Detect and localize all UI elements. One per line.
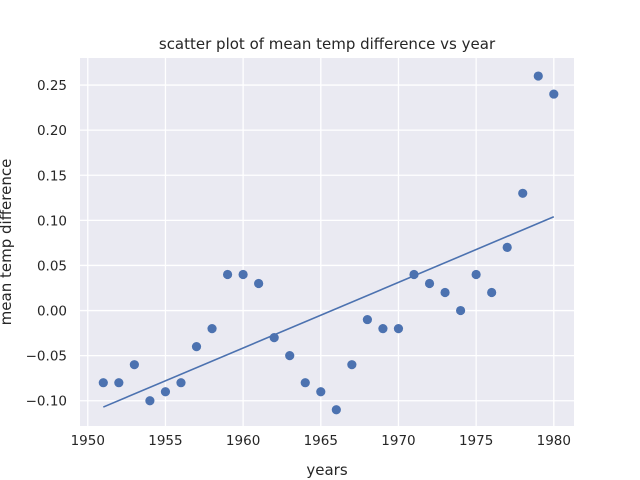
data-point	[424, 278, 435, 289]
x-tick-label: 1950	[71, 433, 105, 449]
data-point	[254, 278, 264, 289]
y-axis-ticks: −0.10 −0.05 0.00 0.05 0.10 0.15 0.20 0.25	[26, 78, 67, 410]
x-tick-label: 1955	[148, 433, 182, 449]
data-point	[362, 314, 372, 325]
data-point	[129, 360, 139, 370]
grid	[80, 58, 574, 426]
data-point	[518, 188, 528, 198]
data-point	[502, 242, 512, 253]
x-axis-ticks: 1950 1955 1960 1965 1970 1975 1980	[71, 433, 571, 449]
x-axis-label: years	[306, 461, 347, 479]
data-point	[347, 360, 357, 370]
data-point	[176, 378, 186, 388]
y-tick-label: 0.00	[37, 304, 67, 320]
y-tick-label: 0.10	[37, 213, 67, 229]
data-points	[98, 71, 559, 415]
data-point	[145, 396, 155, 406]
data-point	[98, 378, 108, 388]
data-point	[378, 323, 388, 334]
data-point	[285, 351, 295, 361]
x-tick-label: 1970	[381, 433, 415, 449]
plot-area	[80, 58, 574, 426]
data-point	[471, 269, 481, 280]
y-tick-label: −0.05	[26, 349, 67, 365]
y-tick-label: 0.15	[37, 168, 67, 184]
data-point	[409, 269, 419, 280]
chart-title: scatter plot of mean temp difference vs …	[159, 35, 496, 53]
data-point	[487, 287, 497, 298]
data-point	[238, 269, 248, 280]
data-point	[114, 378, 124, 388]
data-point	[440, 287, 450, 298]
x-tick-label: 1960	[226, 433, 260, 449]
x-tick-label: 1975	[459, 433, 493, 449]
data-point	[549, 89, 559, 99]
data-point	[455, 305, 466, 316]
data-point	[191, 342, 202, 352]
data-point	[269, 333, 279, 343]
y-tick-label: −0.10	[26, 394, 67, 410]
data-point	[533, 71, 543, 81]
data-point	[393, 323, 404, 334]
data-point	[331, 405, 341, 415]
x-tick-label: 1980	[537, 433, 571, 449]
regression-line	[102, 216, 555, 408]
data-point	[207, 323, 217, 334]
data-point	[160, 387, 171, 397]
y-axis-label: mean temp difference	[0, 159, 15, 326]
y-tick-label: 0.25	[37, 78, 67, 94]
x-tick-label: 1965	[304, 433, 338, 449]
y-tick-label: 0.20	[37, 123, 67, 139]
data-point	[300, 378, 310, 388]
regression-line-group	[102, 216, 555, 408]
data-point	[222, 269, 233, 280]
y-tick-label: 0.05	[37, 258, 67, 274]
data-point	[316, 387, 326, 397]
